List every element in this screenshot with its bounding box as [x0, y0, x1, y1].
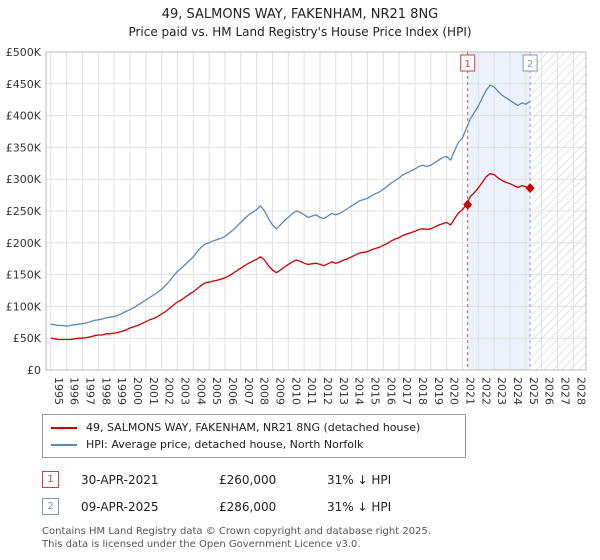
x-tick-label: 2016	[384, 377, 397, 405]
sale-2-date: 09-APR-2025	[81, 499, 159, 514]
x-tick-label: 2012	[321, 377, 334, 405]
x-tick-label: 2023	[495, 377, 508, 405]
x-tick-label: 1998	[99, 377, 112, 405]
y-tick-label: £0	[27, 364, 41, 377]
sale-flag-box	[522, 54, 538, 72]
sales-list: 1 30-APR-2021 £260,000 31% ↓ HPI 2 09-AP…	[42, 471, 600, 515]
x-tick-label: 1996	[68, 377, 81, 405]
sale-2-marker: 2	[42, 498, 59, 515]
y-tick-label: £50K	[13, 332, 42, 345]
x-tick-label: 2004	[194, 377, 207, 405]
x-tick-label: 2009	[273, 377, 286, 405]
x-tick-label: 2006	[226, 377, 239, 405]
legend: 49, SALMONS WAY, FAKENHAM, NR21 8NG (det…	[42, 414, 466, 458]
x-tick-label: 2026	[543, 377, 556, 405]
x-tick-label: 2022	[479, 377, 492, 405]
x-tick-label: 2021	[463, 377, 476, 405]
x-tick-label: 2020	[448, 377, 461, 405]
x-tick-label: 2014	[353, 377, 366, 405]
chart-subtitle: Price paid vs. HM Land Registry's House …	[128, 25, 472, 39]
x-tick-label: 2018	[416, 377, 429, 405]
x-tick-label: 2010	[289, 377, 302, 405]
y-tick-label: £150K	[6, 269, 42, 282]
sale-1-hpi-delta: 31% ↓ HPI	[327, 472, 392, 487]
x-tick-label: 1999	[115, 377, 128, 405]
legend-item-property: 49, SALMONS WAY, FAKENHAM, NR21 8NG (det…	[51, 419, 457, 436]
y-tick-label: £100K	[6, 300, 42, 313]
sale-row-2: 2 09-APR-2025 £286,000 31% ↓ HPI	[42, 498, 600, 515]
x-tick-label: 2005	[210, 377, 223, 405]
x-tick-label: 2017	[400, 377, 413, 405]
y-tick-label: £450K	[6, 78, 42, 91]
x-tick-label: 2028	[574, 377, 587, 405]
sale-1-marker: 1	[42, 471, 59, 488]
y-tick-label: £300K	[6, 173, 42, 186]
property-line-swatch	[51, 426, 77, 429]
y-tick-label: £350K	[6, 141, 42, 154]
chart-title: 49, SALMONS WAY, FAKENHAM, NR21 8NG	[161, 7, 439, 22]
series-line	[50, 84, 531, 327]
x-tick-label: 1997	[83, 377, 96, 405]
x-tick-label: 2011	[305, 377, 318, 405]
sale-1-price: £260,000	[219, 472, 277, 487]
x-tick-label: 2015	[368, 377, 381, 405]
price-history-chart[interactable]: 1 2 £0 £50K £100K £150K £200K £250K £300K £350K £4…	[0, 40, 600, 412]
x-tick-label: 2002	[163, 377, 176, 405]
x-tick-label: 2019	[432, 377, 445, 405]
sale-1-date: 30-APR-2021	[81, 472, 159, 487]
sale-flag-number: 1	[465, 59, 471, 70]
x-tick-label: 2013	[337, 377, 350, 405]
x-tick-label: 2007	[242, 377, 255, 405]
hpi-line-swatch	[51, 443, 77, 446]
footer-line-2: This data is licensed under the Open Gov…	[42, 539, 361, 550]
y-tick-label: £200K	[6, 237, 42, 250]
x-tick-label: 2003	[178, 377, 191, 405]
x-tick-label: 2024	[511, 377, 524, 405]
y-tick-label: £250K	[6, 205, 42, 218]
license-footer: Contains HM Land Registry data © Crown c…	[42, 525, 600, 551]
series-line	[50, 172, 531, 341]
x-tick-label: 2000	[131, 377, 144, 405]
legend-label-hpi: HPI: Average price, detached house, Nort…	[86, 438, 364, 451]
sale-row-1: 1 30-APR-2021 £260,000 31% ↓ HPI	[42, 471, 600, 488]
x-tick-label: 2008	[258, 377, 271, 405]
legend-label-property: 49, SALMONS WAY, FAKENHAM, NR21 8NG (det…	[86, 421, 421, 434]
footer-line-1: Contains HM Land Registry data © Crown c…	[42, 526, 431, 537]
x-tick-label: 2025	[527, 377, 540, 405]
sale-2-hpi-delta: 31% ↓ HPI	[327, 499, 392, 514]
sale-flag-box	[460, 54, 476, 72]
x-tick-label: 1995	[52, 377, 65, 405]
plot-border	[45, 51, 587, 371]
sale-flag-number: 2	[527, 59, 533, 70]
x-tick-label: 2027	[558, 377, 571, 405]
sale-2-price: £286,000	[219, 499, 277, 514]
x-tick-label: 2001	[147, 377, 160, 405]
y-tick-label: £500K	[6, 46, 42, 59]
sale-point-marker	[463, 199, 473, 210]
y-tick-label: £400K	[6, 110, 42, 123]
sale-point-marker	[525, 183, 535, 194]
legend-item-hpi: HPI: Average price, detached house, Nort…	[51, 436, 457, 453]
